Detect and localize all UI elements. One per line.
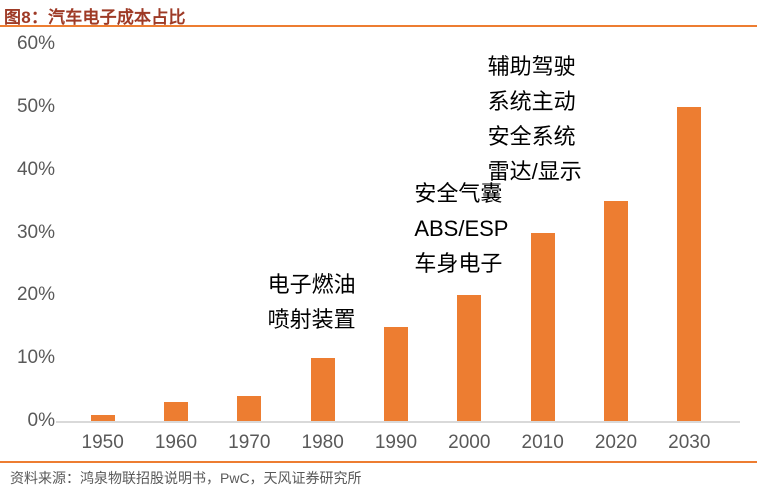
bar-1960 <box>164 402 188 421</box>
source-note: 资料来源：鸿泉物联招股说明书，PwC，天风证券研究所 <box>10 470 362 486</box>
annotation-3: 辅助驾驶系统主动安全系统雷达/显示 <box>488 49 582 189</box>
annotation-line: 车身电子 <box>414 251 503 277</box>
annotation-line: 喷射装置 <box>267 307 356 333</box>
annotation-2: 安全气囊 ABS/ESP 车身电子 <box>414 176 508 281</box>
x-axis-line <box>56 421 740 423</box>
x-label-1950: 1950 <box>81 432 124 453</box>
bar-2030 <box>677 106 702 421</box>
x-label-2020: 2020 <box>594 432 638 453</box>
bar-1990 <box>384 326 408 421</box>
x-label-2010: 2010 <box>521 432 564 453</box>
bar-1970 <box>237 395 262 421</box>
footer-divider <box>0 461 757 463</box>
y-tick-0%: 0% <box>27 410 55 431</box>
annotation-line: 辅助驾驶 <box>487 53 576 79</box>
y-tick-60%: 60% <box>16 33 55 54</box>
y-tick-20%: 20% <box>16 284 55 306</box>
x-axis: 1950 1960 1970 1980 1990 2000 2010 2020 2030 <box>66 432 726 456</box>
y-axis: 0% 10% 20% 30% 40% 50% 60% <box>0 33 55 431</box>
annotation-line: 雷达/显示 <box>487 158 582 184</box>
y-tick-30%: 30% <box>16 221 55 243</box>
x-label-1990: 1990 <box>374 432 418 453</box>
x-label-2000: 2000 <box>448 432 491 453</box>
y-tick-50%: 50% <box>16 95 55 117</box>
annotation-1: 电子燃油 喷射装置 <box>268 267 356 337</box>
figure-title: 图8：汽车电子成本占比 <box>4 8 186 27</box>
bar-2000 <box>457 295 482 421</box>
annotation-line: 电子燃油 <box>267 272 356 298</box>
bar-2010 <box>530 232 555 421</box>
x-label-1970: 1970 <box>228 432 271 453</box>
x-label-2030: 2030 <box>668 432 711 453</box>
annotation-line: ABS/ESP <box>414 216 509 242</box>
annotation-line: 安全气囊 <box>414 181 503 207</box>
bar-2020 <box>604 201 628 421</box>
annotation-line: 系统主动 <box>487 88 576 114</box>
title-divider <box>0 25 757 27</box>
y-tick-10%: 10% <box>16 347 55 369</box>
x-label-1980: 1980 <box>301 432 344 453</box>
annotation-line: 安全系统 <box>487 123 576 149</box>
plot-area: 电子燃油喷射装置 安全气囊 ABS/ESP 车身电子 辅助驾驶系统主动安全系统雷达/显示 <box>66 44 726 421</box>
bar-1980 <box>310 358 335 421</box>
y-tick-40%: 40% <box>16 158 55 180</box>
bar-1950 <box>90 414 115 421</box>
x-label-1960: 1960 <box>154 432 198 453</box>
